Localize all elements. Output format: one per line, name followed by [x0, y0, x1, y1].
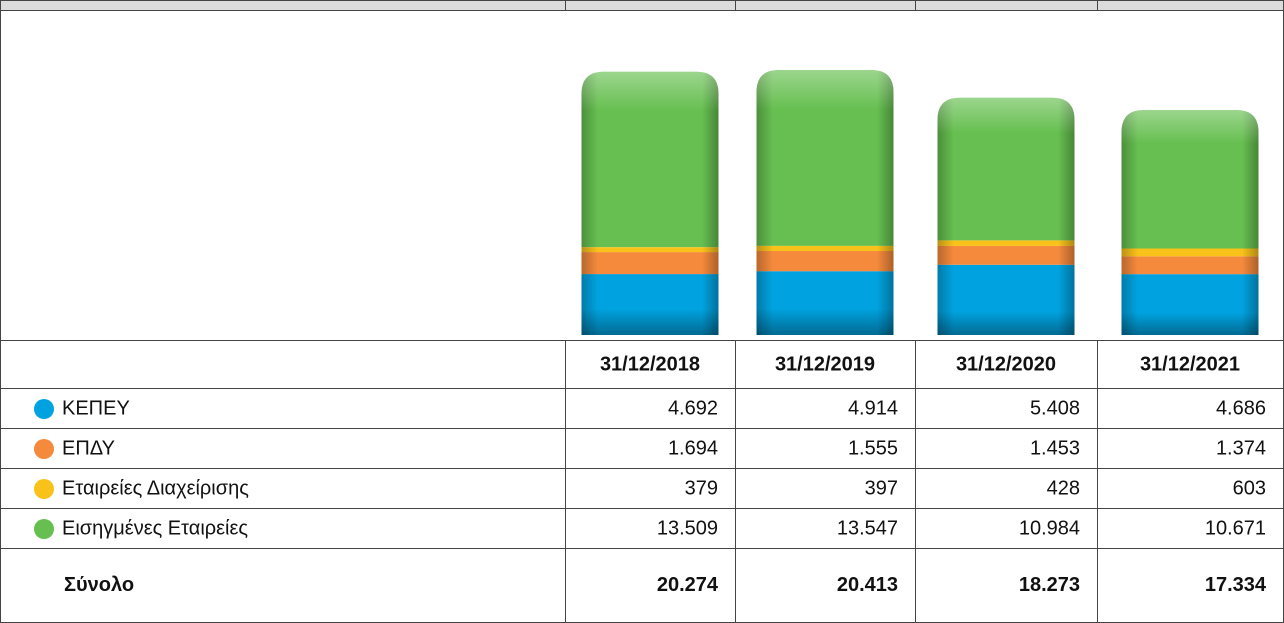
column-header: 31/12/2020 — [956, 353, 1056, 375]
cell-value: 10.671 — [1205, 517, 1266, 539]
bar-shine — [1121, 109, 1259, 335]
total-label: Σύνολο — [64, 574, 134, 596]
bar-shine — [756, 70, 894, 335]
cell-value: 4.686 — [1216, 397, 1266, 419]
cell-value: 1.555 — [848, 437, 898, 459]
legend-dot — [34, 479, 54, 499]
total-value: 18.273 — [1019, 574, 1080, 596]
total-value: 20.274 — [657, 574, 719, 596]
cell-value: 13.509 — [657, 517, 718, 539]
cell-value: 13.547 — [837, 517, 898, 539]
total-value: 17.334 — [1205, 574, 1267, 596]
total-value: 20.413 — [837, 574, 898, 596]
legend-dot — [34, 519, 54, 539]
cell-value: 5.408 — [1030, 397, 1080, 419]
row-label: ΚΕΠΕΥ — [62, 397, 130, 419]
legend-dot — [34, 439, 54, 459]
bar-shine — [937, 97, 1075, 336]
column-header: 31/12/2019 — [775, 353, 875, 375]
cell-value: 1.694 — [668, 437, 718, 459]
cell-value: 4.692 — [668, 397, 718, 419]
cell-value: 1.453 — [1030, 437, 1080, 459]
cell-value: 10.984 — [1019, 517, 1080, 539]
cell-value: 397 — [865, 477, 898, 499]
bar-shine — [581, 71, 719, 335]
cell-value: 603 — [1233, 477, 1266, 499]
legend-dot — [34, 399, 54, 419]
cell-value: 379 — [685, 477, 718, 499]
column-header: 31/12/2021 — [1140, 353, 1240, 375]
row-label: ΕΠΔΥ — [62, 437, 115, 459]
row-label: Εταιρείες Διαχείρισης — [62, 477, 249, 499]
row-label: Εισηγμένες Εταιρείες — [62, 517, 248, 539]
column-header: 31/12/2018 — [600, 353, 700, 375]
cell-value: 4.914 — [848, 397, 898, 419]
cell-value: 1.374 — [1216, 437, 1266, 459]
top-strip — [0, 0, 1284, 11]
cell-value: 428 — [1047, 477, 1080, 499]
